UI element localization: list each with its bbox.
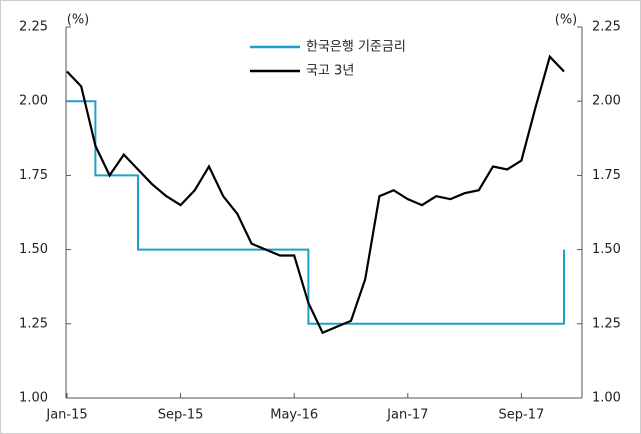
y2-tick-label: 2.00 bbox=[592, 94, 621, 109]
y-unit: (%) bbox=[67, 13, 90, 28]
y-tick-label: 1.50 bbox=[19, 242, 48, 257]
y2-tick-label: 1.25 bbox=[592, 316, 621, 331]
y2-unit: (%) bbox=[555, 13, 578, 28]
series-line bbox=[67, 100, 565, 325]
y-tick-label: 2.00 bbox=[19, 94, 48, 109]
legend-label: 국고 3년 bbox=[306, 64, 354, 79]
y-tick-label: 1.00 bbox=[19, 391, 48, 406]
series-line bbox=[66, 54, 565, 335]
x-tick-label: Jan-15 bbox=[45, 408, 87, 423]
y2-tick-label: 1.00 bbox=[592, 391, 621, 406]
y2-tick-label: 2.25 bbox=[592, 20, 621, 35]
y2-tick-label: 1.75 bbox=[592, 168, 621, 183]
y-tick-label: 1.25 bbox=[19, 316, 48, 331]
y2-tick-label: 1.50 bbox=[592, 242, 621, 257]
y-tick-label: 2.25 bbox=[19, 20, 48, 35]
x-tick-label: Sep-15 bbox=[158, 408, 204, 423]
legend-label: 한국은행 기준금리 bbox=[306, 39, 406, 55]
y-tick-label: 1.75 bbox=[19, 168, 48, 183]
x-tick-label: Jan-17 bbox=[386, 408, 428, 423]
x-tick-label: Sep-17 bbox=[499, 408, 545, 423]
x-tick-label: May-16 bbox=[270, 408, 318, 423]
